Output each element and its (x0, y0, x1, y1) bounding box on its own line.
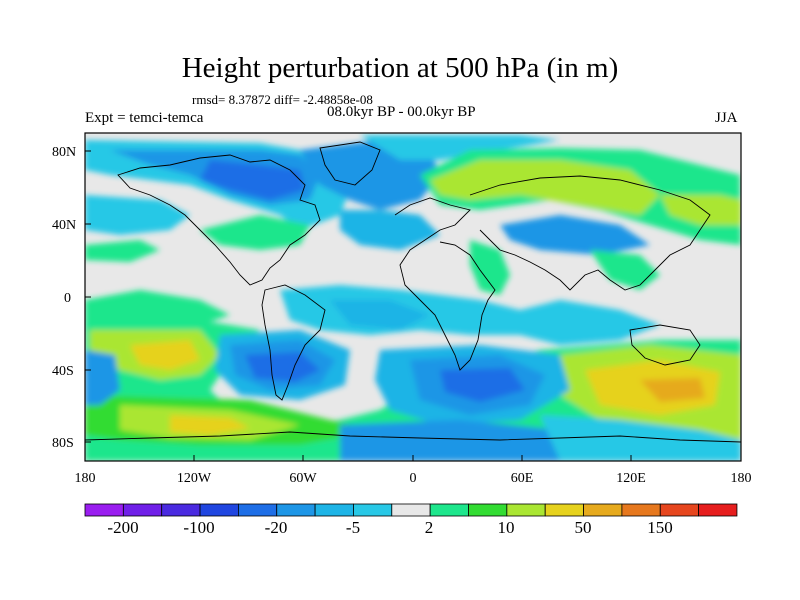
colorbar-label: -100 (183, 518, 214, 537)
coast-south-america (261, 284, 326, 401)
colorbar-label: -200 (107, 518, 138, 537)
field-blob-sh-cyan-band (540, 415, 741, 461)
field-blob-pacific-green-patch (85, 240, 160, 262)
colorbar-swatch (506, 503, 546, 517)
colorbar-label: 50 (575, 518, 592, 537)
colorbar-label: -5 (346, 518, 360, 537)
field-blob-canada-low (200, 160, 305, 200)
colorbar (84, 503, 738, 517)
x-tick-label: 180 (731, 471, 752, 486)
coastlines (85, 141, 741, 443)
field-blob-se-pacific-low (245, 352, 320, 382)
field-blob-tropical-green-strip (85, 290, 230, 325)
period-label: 08.0kyr BP - 00.0kyr BP (327, 104, 476, 120)
chart-title: Height perturbation at 500 hPa (in m) (181, 52, 619, 84)
colorbar-swatch (659, 503, 699, 517)
field-blob-arctic-cyan (360, 135, 560, 160)
colorbar-swatch (276, 503, 316, 517)
y-axis: 80N 40N 0 40S 80S (52, 145, 91, 451)
colorbar-swatch (621, 503, 661, 517)
field-blob-pacific-ne-lime (660, 195, 741, 225)
field-blob-africa-green (470, 240, 510, 295)
coast-north-america (117, 154, 321, 286)
colorbar-label: 2 (425, 518, 434, 537)
colorbar-swatch (429, 503, 469, 517)
y-tick-label: 40N (52, 218, 76, 233)
colorbar-swatch (122, 503, 163, 517)
colorbar-swatch (391, 503, 431, 517)
y-tick-label: 80N (52, 145, 76, 160)
colorbar-swatch (583, 503, 623, 517)
field-blob-sh-yellow-band (170, 415, 250, 435)
x-tick-label: 120W (177, 471, 212, 486)
field-blob-s-pacific-orange (640, 378, 705, 402)
coast-australia (629, 324, 701, 366)
coast-greenland (319, 141, 381, 186)
field-blob-india-green (590, 250, 660, 290)
colorbar-swatch (199, 503, 239, 517)
height-field (85, 133, 741, 461)
field-blob-pacific-north-cyan (85, 195, 190, 235)
x-tick-label: 0 (410, 471, 417, 486)
field-blob-asia-blue (500, 215, 650, 255)
field-blob-sh-yellow-west (130, 340, 200, 370)
colorbar-swatch (84, 503, 124, 517)
field-blob-w-pacific-blue (85, 350, 120, 405)
colorbar-swatch (161, 503, 201, 517)
colorbar-label: 150 (647, 518, 673, 537)
x-tick-label: 60E (511, 471, 534, 486)
colorbar-swatch (468, 503, 508, 517)
field-blob-atlantic-blue (340, 210, 440, 250)
x-tick-label: 60W (289, 471, 317, 486)
colorbar-swatch (353, 503, 393, 517)
y-tick-label: 40S (52, 364, 74, 379)
field-blob-tropics-blue (330, 300, 430, 330)
y-tick-label: 0 (64, 291, 71, 306)
colorbar-swatch (237, 503, 278, 517)
colorbar-swatch (544, 503, 584, 517)
field-blob-s-atlantic-low (440, 368, 525, 402)
x-tick-label: 120E (616, 471, 646, 486)
colorbar-label: 10 (498, 518, 515, 537)
y-tick-label: 80S (52, 436, 74, 451)
field-blob-eurasia-lime (430, 160, 660, 215)
colorbar-label: -20 (265, 518, 288, 537)
colorbar-swatch (698, 503, 738, 517)
x-tick-label: 180 (75, 471, 96, 486)
stats-line: rmsd= 8.37872 diff= -2.48858e-08 (192, 92, 373, 107)
experiment-label: Expt = temci-temca (85, 110, 204, 126)
coast-europe-africa (394, 197, 496, 371)
colorbar-labels: -200 -100 -20 -5 2 10 50 150 (107, 518, 672, 537)
season-label: JJA (715, 110, 738, 126)
coast-antarctica (85, 431, 741, 443)
coast-asia (469, 175, 711, 291)
colorbar-swatch (314, 503, 354, 517)
field-blob-n-america-green (200, 215, 310, 250)
x-axis: 180 120W 60W 0 60E 120E 180 (75, 455, 752, 486)
